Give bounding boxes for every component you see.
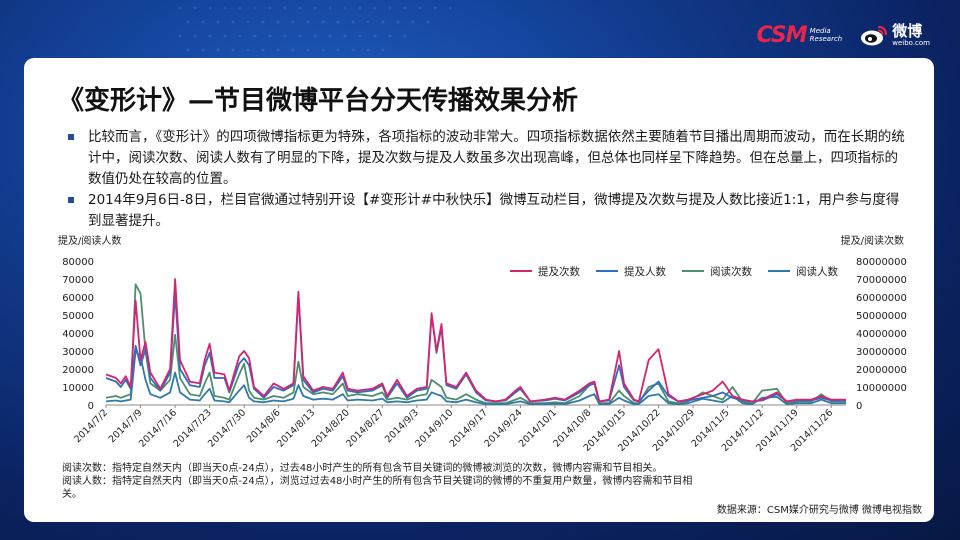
note-read-users: 阅读人数：指特定自然天内（即当天0点-24点），浏览过过去48小时产生的所有包含… bbox=[62, 476, 693, 500]
y-right-tick-label: 20000000 bbox=[856, 365, 907, 376]
y-right-tick-label: 80000000 bbox=[856, 257, 907, 268]
y-left-tick-label: 0 bbox=[88, 401, 94, 412]
weibo-eye-icon bbox=[861, 25, 888, 46]
legend-label: 阅读次数 bbox=[710, 265, 752, 278]
y-right-tick-label: 70000000 bbox=[856, 275, 907, 286]
y-right-tick-label: 40000000 bbox=[856, 329, 907, 340]
csm-logo-mark: CSM bbox=[756, 22, 808, 48]
csm-logo-sub-research: Research bbox=[809, 35, 843, 43]
csm-logo-subtitle: Media Research bbox=[810, 27, 843, 43]
y-left-tick-label: 40000 bbox=[62, 329, 94, 340]
background-dot-pattern bbox=[178, 6, 452, 52]
content-card: 《变形计》—节目微博平台分天传播效果分析 比较而言，《变形计》的四项微博指标更为… bbox=[24, 58, 934, 522]
y-right-tick-label: 60000000 bbox=[856, 293, 907, 304]
weibo-logo-en: weibo.com bbox=[892, 38, 930, 47]
csm-logo-sub-media: Media bbox=[809, 27, 831, 35]
legend-label: 提及人数 bbox=[624, 265, 666, 278]
y-right-tick-label: 30000000 bbox=[856, 347, 907, 358]
bullet-item: 2014年9月6日-8日，栏目官微通过特别开设【#变形计#中秋快乐】微博互动栏目… bbox=[68, 190, 908, 232]
series-line-1 bbox=[105, 278, 846, 403]
bullet-item: 比较而言，《变形计》的四项微博指标更为特殊，各项指标的波动非常大。四项指标数据依… bbox=[68, 127, 908, 190]
y-right-axis-label: 提及/阅读次数 bbox=[841, 234, 904, 247]
y-left-tick-label: 80000 bbox=[62, 257, 94, 268]
y-left-tick-label: 20000 bbox=[62, 365, 94, 376]
bullet-list: 比较而言，《变形计》的四项微博指标更为特殊，各项指标的波动非常大。四项指标数据依… bbox=[68, 127, 908, 232]
y-right-tick-label: 50000000 bbox=[856, 311, 907, 322]
series-line-2 bbox=[105, 292, 846, 403]
weibo-logo: 微博 weibo.com bbox=[860, 21, 930, 47]
data-source: 数据来源：CSM媒介研究与微博 微博电视指数 bbox=[716, 505, 922, 516]
y-left-axis-label: 提及/阅读人数 bbox=[58, 234, 121, 247]
y-right-tick-label: 10000000 bbox=[856, 383, 907, 394]
header-logos: CSM Media Research 微博 weibo.com bbox=[757, 20, 930, 50]
x-tick-label: 2014/7/30 bbox=[206, 407, 248, 449]
series-line-3 bbox=[105, 283, 846, 405]
weibo-logo-cn: 微博 bbox=[892, 21, 923, 40]
chart-series-lines bbox=[105, 278, 846, 406]
definition-notes: 阅读次数：指特定自然天内（即当天0点-24点），过去48小时产生的所有包含节目关… bbox=[62, 462, 702, 501]
bullet-square-icon bbox=[68, 134, 74, 140]
y-right-tick-label: 0 bbox=[856, 401, 862, 412]
chart-legend: 提及次数 提及人数 阅读次数 阅读人数 bbox=[510, 265, 838, 278]
bullet-text: 2014年9月6日-8日，栏目官微通过特别开设【#变形计#中秋快乐】微博互动栏目… bbox=[88, 192, 900, 229]
y-left-tick-label: 30000 bbox=[62, 347, 94, 358]
legend-label: 阅读人数 bbox=[796, 265, 838, 278]
y-left-tick-label: 50000 bbox=[62, 311, 94, 322]
y-left-tick-label: 10000 bbox=[62, 383, 94, 394]
y-left-tick-label: 60000 bbox=[62, 293, 94, 304]
y-left-tick-label: 70000 bbox=[62, 275, 94, 286]
legend-label: 提及次数 bbox=[538, 265, 580, 278]
csm-logo: CSM Media Research bbox=[757, 23, 843, 48]
x-tick-label: 2014/8/27 bbox=[344, 407, 386, 449]
note-read-count: 阅读次数：指特定自然天内（即当天0点-24点），过去48小时产生的所有包含节目关… bbox=[62, 463, 663, 474]
line-chart: 提及/阅读人数 提及/阅读次数 0 10000 20000 30000 40000 500… bbox=[58, 234, 907, 454]
series-line-4 bbox=[105, 350, 846, 406]
slide-title: 《变形计》—节目微博平台分天传播效果分析 bbox=[58, 86, 579, 116]
chart-axes: 0 10000 20000 30000 40000 50000 60000 70000 8000… bbox=[62, 257, 907, 454]
bullet-square-icon bbox=[68, 197, 74, 203]
bullet-text: 比较而言，《变形计》的四项微博指标更为特殊，各项指标的波动非常大。四项指标数据依… bbox=[88, 129, 905, 187]
x-tick-label: 2014/7/2 bbox=[72, 407, 110, 445]
